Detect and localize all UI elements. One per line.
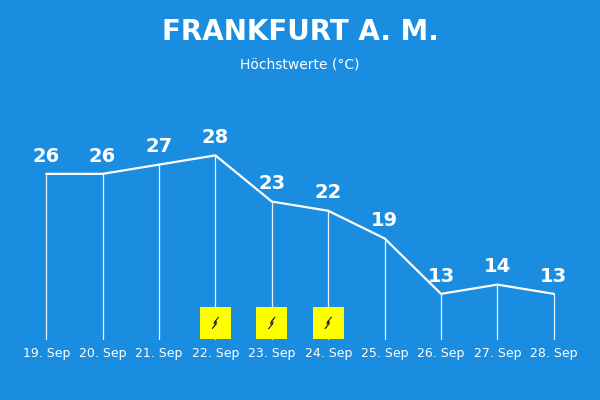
- Text: FRANKFURT A. M.: FRANKFURT A. M.: [161, 18, 439, 46]
- FancyBboxPatch shape: [313, 307, 344, 339]
- Text: 22. Sep: 22. Sep: [192, 347, 239, 360]
- Polygon shape: [325, 317, 332, 329]
- Text: 19: 19: [371, 211, 398, 230]
- Text: 23: 23: [258, 174, 286, 193]
- Text: 27: 27: [145, 137, 173, 156]
- Text: 28. Sep: 28. Sep: [530, 347, 578, 360]
- Text: 21. Sep: 21. Sep: [136, 347, 182, 360]
- Polygon shape: [268, 317, 275, 329]
- Text: 26: 26: [32, 146, 60, 166]
- Text: 26: 26: [89, 146, 116, 166]
- Text: 20. Sep: 20. Sep: [79, 347, 127, 360]
- Text: Höchstwerte (°C): Höchstwerte (°C): [240, 57, 360, 71]
- Text: 27. Sep: 27. Sep: [473, 347, 521, 360]
- Text: 24. Sep: 24. Sep: [305, 347, 352, 360]
- FancyBboxPatch shape: [200, 307, 231, 339]
- Text: 25. Sep: 25. Sep: [361, 347, 409, 360]
- Text: 22: 22: [314, 184, 342, 202]
- Polygon shape: [212, 317, 219, 329]
- Text: 19. Sep: 19. Sep: [23, 347, 70, 360]
- Text: 23. Sep: 23. Sep: [248, 347, 295, 360]
- Text: 26. Sep: 26. Sep: [418, 347, 464, 360]
- Text: 13: 13: [540, 266, 568, 286]
- Text: 13: 13: [427, 266, 455, 286]
- Text: 14: 14: [484, 257, 511, 276]
- FancyBboxPatch shape: [256, 307, 287, 339]
- Text: 28: 28: [202, 128, 229, 147]
